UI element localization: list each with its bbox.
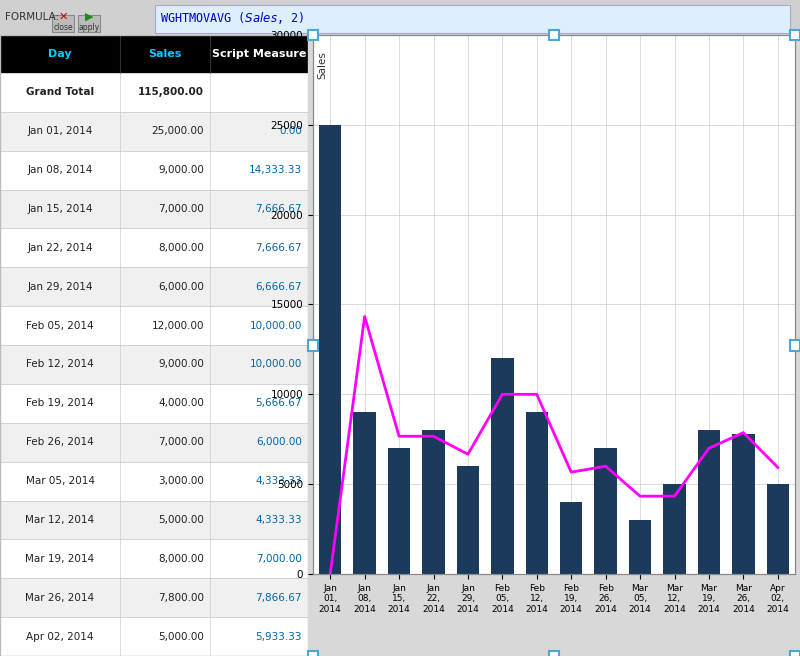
Text: Jan 08, 2014: Jan 08, 2014 bbox=[27, 165, 93, 175]
Text: Feb 12, 2014: Feb 12, 2014 bbox=[26, 359, 94, 369]
Bar bbox=[560, 502, 582, 574]
Text: 0.00: 0.00 bbox=[279, 127, 302, 136]
Bar bbox=[319, 125, 342, 574]
Text: FORMULA:: FORMULA: bbox=[5, 12, 59, 22]
Bar bbox=[790, 30, 800, 40]
Bar bbox=[308, 340, 318, 351]
Text: 6,000.00: 6,000.00 bbox=[256, 438, 302, 447]
Text: Feb 19, 2014: Feb 19, 2014 bbox=[26, 398, 94, 409]
Bar bbox=[388, 448, 410, 574]
Text: 25,000.00: 25,000.00 bbox=[151, 127, 204, 136]
Bar bbox=[526, 413, 548, 574]
Bar bbox=[629, 520, 651, 574]
Bar bbox=[0, 579, 308, 617]
Bar bbox=[78, 15, 100, 32]
Bar bbox=[422, 430, 445, 574]
Bar bbox=[0, 345, 308, 384]
Text: 7,000.00: 7,000.00 bbox=[256, 554, 302, 564]
Bar bbox=[549, 651, 559, 656]
Text: Mar 19, 2014: Mar 19, 2014 bbox=[26, 554, 94, 564]
Bar bbox=[549, 30, 559, 40]
Text: 4,333.33: 4,333.33 bbox=[255, 476, 302, 486]
Text: 5,666.67: 5,666.67 bbox=[255, 398, 302, 409]
Bar bbox=[308, 651, 318, 656]
Bar bbox=[732, 434, 754, 574]
Text: 4,000.00: 4,000.00 bbox=[158, 398, 204, 409]
Bar bbox=[0, 423, 308, 462]
Text: 5,000.00: 5,000.00 bbox=[158, 632, 204, 642]
Text: 7,866.67: 7,866.67 bbox=[255, 593, 302, 603]
Text: apply: apply bbox=[78, 22, 100, 31]
Text: 14,333.33: 14,333.33 bbox=[249, 165, 302, 175]
Text: close: close bbox=[53, 22, 73, 31]
Text: Feb 05, 2014: Feb 05, 2014 bbox=[26, 321, 94, 331]
Text: Day: Day bbox=[48, 49, 72, 59]
Bar bbox=[0, 35, 308, 73]
Text: 115,800.00: 115,800.00 bbox=[138, 87, 204, 98]
Bar bbox=[0, 617, 308, 656]
Text: Apr 02, 2014: Apr 02, 2014 bbox=[26, 632, 94, 642]
Bar bbox=[0, 306, 308, 345]
Text: WGHTMOVAVG ($Sales$, 2): WGHTMOVAVG ($Sales$, 2) bbox=[160, 9, 304, 26]
Bar bbox=[790, 651, 800, 656]
Bar bbox=[457, 466, 479, 574]
Text: Jan 01, 2014: Jan 01, 2014 bbox=[27, 127, 93, 136]
Text: 3,000.00: 3,000.00 bbox=[158, 476, 204, 486]
Bar bbox=[0, 501, 308, 539]
Text: 7,666.67: 7,666.67 bbox=[255, 243, 302, 253]
Text: 8,000.00: 8,000.00 bbox=[158, 243, 204, 253]
Text: 9,000.00: 9,000.00 bbox=[158, 165, 204, 175]
Text: Sales: Sales bbox=[148, 49, 182, 59]
Bar bbox=[0, 539, 308, 579]
Text: 10,000.00: 10,000.00 bbox=[250, 321, 302, 331]
Text: 7,000.00: 7,000.00 bbox=[158, 438, 204, 447]
Text: ▶: ▶ bbox=[85, 12, 94, 22]
Text: Script Measure: Script Measure bbox=[212, 49, 306, 59]
Bar bbox=[52, 15, 74, 32]
Bar bbox=[354, 413, 376, 574]
Bar bbox=[594, 448, 617, 574]
Text: 7,800.00: 7,800.00 bbox=[158, 593, 204, 603]
Text: Mar 05, 2014: Mar 05, 2014 bbox=[26, 476, 94, 486]
Bar bbox=[0, 73, 308, 112]
Text: ✕: ✕ bbox=[58, 12, 68, 22]
Text: Jan 15, 2014: Jan 15, 2014 bbox=[27, 204, 93, 214]
Bar bbox=[0, 268, 308, 306]
Text: Feb 26, 2014: Feb 26, 2014 bbox=[26, 438, 94, 447]
Text: 8,000.00: 8,000.00 bbox=[158, 554, 204, 564]
Text: 7,666.67: 7,666.67 bbox=[255, 204, 302, 214]
Bar bbox=[0, 228, 308, 268]
Text: Jan 29, 2014: Jan 29, 2014 bbox=[27, 282, 93, 292]
Bar bbox=[308, 30, 318, 40]
Text: Grand Total: Grand Total bbox=[26, 87, 94, 98]
Text: 12,000.00: 12,000.00 bbox=[151, 321, 204, 331]
Text: Mar 12, 2014: Mar 12, 2014 bbox=[26, 515, 94, 525]
Text: 5,933.33: 5,933.33 bbox=[255, 632, 302, 642]
Text: 7,000.00: 7,000.00 bbox=[158, 204, 204, 214]
Bar bbox=[491, 358, 514, 574]
Bar bbox=[766, 484, 789, 574]
Text: Sales: Sales bbox=[318, 51, 328, 79]
Text: 9,000.00: 9,000.00 bbox=[158, 359, 204, 369]
Bar bbox=[0, 384, 308, 423]
Bar bbox=[155, 5, 790, 33]
Text: Mar 26, 2014: Mar 26, 2014 bbox=[26, 593, 94, 603]
Text: Jan 22, 2014: Jan 22, 2014 bbox=[27, 243, 93, 253]
Text: 5,000.00: 5,000.00 bbox=[158, 515, 204, 525]
Text: 6,666.67: 6,666.67 bbox=[255, 282, 302, 292]
Bar bbox=[0, 151, 308, 190]
Bar bbox=[698, 430, 720, 574]
Text: 4,333.33: 4,333.33 bbox=[255, 515, 302, 525]
Text: 10,000.00: 10,000.00 bbox=[250, 359, 302, 369]
Bar bbox=[663, 484, 686, 574]
Bar bbox=[0, 462, 308, 501]
Bar bbox=[790, 340, 800, 351]
Bar bbox=[0, 190, 308, 228]
Text: 6,000.00: 6,000.00 bbox=[158, 282, 204, 292]
Bar bbox=[0, 112, 308, 151]
